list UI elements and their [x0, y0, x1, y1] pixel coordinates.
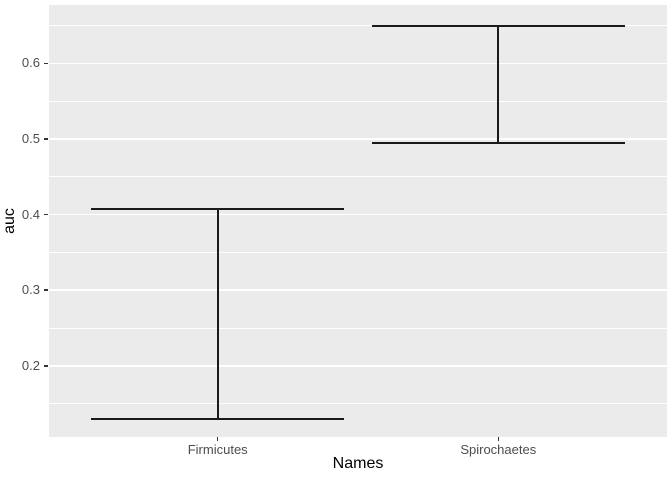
- y-axis-labels: 0.2 0.3 0.4 0.5 0.6: [0, 5, 40, 437]
- gridline-minor: [49, 176, 667, 178]
- errorbar-cap-bottom: [371, 142, 625, 145]
- gridline-minor: [49, 100, 667, 102]
- gridline-minor: [49, 251, 667, 253]
- gridline-minor: [49, 327, 667, 329]
- x-tick-label: Firmicutes: [187, 442, 248, 457]
- x-axis-labels: Firmicutes Spirochaetes: [49, 442, 667, 458]
- y-tick-label: 0.5: [21, 130, 40, 146]
- errorbar-cap-bottom: [91, 417, 345, 420]
- gridline-major: [49, 213, 667, 216]
- y-tick-mark: [44, 365, 48, 367]
- gridline-major: [49, 289, 667, 291]
- gridline-minor: [49, 24, 667, 26]
- y-axis-tick-marks: [44, 5, 48, 437]
- y-tick-mark: [44, 62, 48, 64]
- x-tick-mark: [497, 437, 500, 441]
- x-tick-label: Spirochaetes: [460, 442, 537, 457]
- errorbar-stem: [497, 26, 500, 144]
- gridline-major: [49, 365, 667, 367]
- gridline-major: [49, 62, 667, 64]
- gridline-minor: [49, 403, 667, 405]
- y-tick-label: 0.4: [21, 206, 40, 222]
- x-axis-title: Names: [332, 455, 384, 472]
- y-tick-mark: [44, 138, 48, 140]
- y-tick-mark: [44, 289, 48, 291]
- gridline-major: [49, 138, 667, 140]
- x-axis-tick-marks: [49, 437, 667, 441]
- y-tick-label: 0.6: [21, 55, 40, 71]
- errorbar-stem: [216, 209, 219, 419]
- y-tick-label: 0.2: [21, 357, 40, 373]
- y-tick-mark: [44, 213, 48, 216]
- y-tick-label: 0.3: [21, 282, 40, 298]
- x-tick-mark: [216, 437, 219, 441]
- plot-panel: [49, 5, 667, 437]
